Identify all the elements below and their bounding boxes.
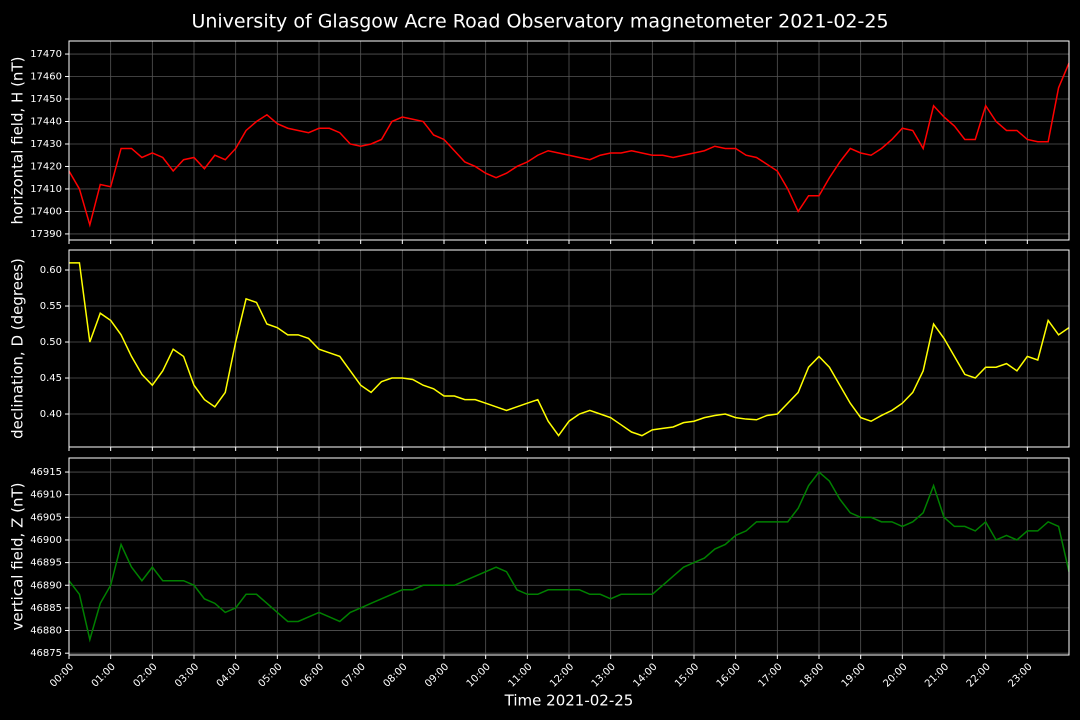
x-tick-label: 01:00: [90, 661, 118, 689]
y-tick-label: 46900: [30, 535, 62, 546]
y-tick-label: 17440: [30, 116, 62, 127]
plot-frame: [68, 40, 1070, 241]
plot-frame: [68, 457, 1070, 656]
y-tick-label: 17450: [30, 94, 62, 105]
y-tick-label: 17430: [30, 139, 62, 150]
x-tick-label: 22:00: [965, 661, 993, 689]
x-tick-label: 02:00: [131, 661, 159, 689]
x-tick-label: 20:00: [881, 661, 909, 689]
y-tick-label: 46880: [30, 626, 62, 637]
y-tick-label: 17460: [30, 72, 62, 83]
y-axis-label: vertical field, Z (nT): [9, 482, 27, 630]
plot-frame: [68, 249, 1070, 448]
x-tick-label: 14:00: [631, 661, 659, 689]
x-tick-label: 15:00: [673, 661, 701, 689]
line-series: [68, 62, 1070, 228]
y-axis-label: declination, D (degrees): [9, 258, 27, 439]
x-tick-label: 21:00: [923, 661, 951, 689]
x-tick-label: 05:00: [256, 661, 284, 689]
line-series: [69, 262, 1070, 437]
x-tick-label: 04:00: [215, 661, 243, 689]
y-tick-label: 17420: [30, 161, 62, 172]
x-tick-label: 03:00: [173, 661, 201, 689]
y-axis-label: horizontal field, H (nT): [9, 57, 27, 225]
y-tick-label: 17400: [30, 206, 62, 217]
x-tick-label: 23:00: [1006, 661, 1034, 689]
y-tick-label: 46890: [30, 580, 62, 591]
x-axis-label: Time 2021-02-25: [504, 692, 634, 710]
y-tick-label: 46910: [30, 490, 62, 501]
x-tick-label: 06:00: [298, 661, 326, 689]
x-tick-label: 18:00: [798, 661, 826, 689]
y-tick-label: 17410: [30, 184, 62, 195]
y-tick-label: 46875: [30, 648, 62, 659]
x-tick-label: 11:00: [506, 661, 534, 689]
x-tick-label: 17:00: [756, 661, 784, 689]
y-tick-label: 17390: [30, 229, 62, 240]
y-tick-label: 0.45: [40, 373, 62, 384]
y-tick-label: 17470: [30, 49, 62, 60]
x-tick-label: 13:00: [590, 661, 618, 689]
y-tick-label: 0.40: [40, 409, 62, 420]
x-tick-label: 00:00: [48, 661, 76, 689]
y-tick-label: 46905: [30, 512, 62, 523]
x-tick-label: 08:00: [381, 661, 409, 689]
x-tick-label: 10:00: [465, 661, 493, 689]
y-tick-label: 46895: [30, 558, 62, 569]
x-tick-label: 16:00: [715, 661, 743, 689]
x-tick-label: 12:00: [548, 661, 576, 689]
line-series: [68, 470, 1070, 643]
x-tick-label: 09:00: [423, 661, 451, 689]
y-tick-label: 46885: [30, 603, 62, 614]
y-tick-label: 46915: [30, 467, 62, 478]
chart-title: University of Glasgow Acre Road Observat…: [191, 11, 888, 33]
x-tick-label: 19:00: [840, 661, 868, 689]
y-tick-label: 0.55: [40, 301, 62, 312]
x-tick-label: 07:00: [340, 661, 368, 689]
y-tick-label: 0.60: [40, 265, 62, 276]
y-tick-label: 0.50: [40, 337, 62, 348]
